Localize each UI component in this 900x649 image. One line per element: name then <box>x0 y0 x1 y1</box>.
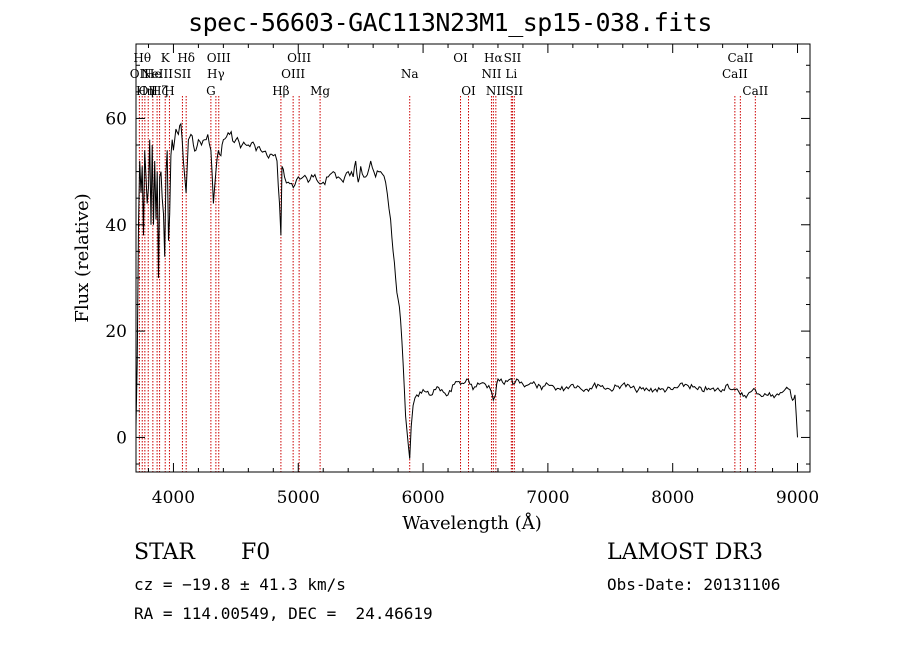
line-label: Na <box>401 67 419 81</box>
line-label: OII <box>130 67 150 81</box>
survey-name: LAMOST DR3 <box>607 540 763 565</box>
line-label: G <box>206 84 216 98</box>
y-axis-ticks: 0 20 40 60 <box>105 64 810 465</box>
line-label: Hζ <box>151 84 168 98</box>
line-label: K <box>161 51 171 65</box>
object-class: STAR <box>134 540 195 565</box>
y-tick-label: 40 <box>105 216 127 236</box>
x-axis-ticks: 4000 5000 6000 7000 8000 9000 <box>147 44 819 508</box>
line-label: Li <box>505 67 517 81</box>
x-tick-label: 5000 <box>277 488 320 508</box>
line-label: NeIII <box>141 67 173 81</box>
line-label: Hβ <box>272 84 289 98</box>
line-label: CaII <box>727 51 753 65</box>
line-label: OI <box>453 51 468 65</box>
chart-title: spec-56603-GAC113N23M1_sp15-038.fits <box>188 8 712 37</box>
line-label: OIII <box>281 67 305 81</box>
line-label: CaII <box>742 84 768 98</box>
observation-date: Obs-Date: 20131106 <box>607 575 781 594</box>
line-label: Hθ <box>133 51 151 65</box>
line-label: Hδ <box>177 51 195 65</box>
x-tick-label: 4000 <box>152 488 195 508</box>
line-label: NII <box>481 67 501 81</box>
line-label: Mg <box>310 84 330 98</box>
line-label: He <box>144 67 162 81</box>
line-label: SII <box>174 67 192 81</box>
line-label: Hη <box>136 84 154 98</box>
line-label: NII <box>486 84 506 98</box>
y-tick-label: 60 <box>105 109 127 129</box>
x-tick-label: 6000 <box>401 488 444 508</box>
line-label: SII <box>504 51 522 65</box>
y-tick-label: 20 <box>105 322 127 342</box>
redshift-readout: cz = −19.8 ± 41.3 km/s <box>134 575 346 594</box>
line-label: SII <box>505 84 523 98</box>
y-axis-label: Flux (relative) <box>72 193 93 322</box>
emission-line-labels: OIIHθHηOIIHeNeIIIHζKHSIIHδGHγOIIIHβOIIIO… <box>130 51 769 98</box>
object-subclass: F0 <box>241 540 271 565</box>
line-label: OIII <box>287 51 311 65</box>
x-tick-label: 7000 <box>526 488 569 508</box>
line-label: Hγ <box>207 67 225 81</box>
line-label: Hα <box>484 51 503 65</box>
line-label: H <box>164 84 174 98</box>
y-tick-label: 0 <box>116 428 127 448</box>
line-label: OII <box>139 84 159 98</box>
spectrum-line <box>135 122 798 459</box>
x-axis-label: Wavelength (Å) <box>402 512 542 534</box>
coordinates-readout: RA = 114.00549, DEC = 24.46619 <box>134 604 433 623</box>
x-tick-label: 9000 <box>776 488 819 508</box>
line-label: OI <box>461 84 476 98</box>
emission-line-markers <box>138 96 756 472</box>
x-tick-label: 8000 <box>651 488 694 508</box>
line-label: OIII <box>207 51 231 65</box>
plot-frame <box>135 43 811 473</box>
line-label: CaII <box>722 67 748 81</box>
